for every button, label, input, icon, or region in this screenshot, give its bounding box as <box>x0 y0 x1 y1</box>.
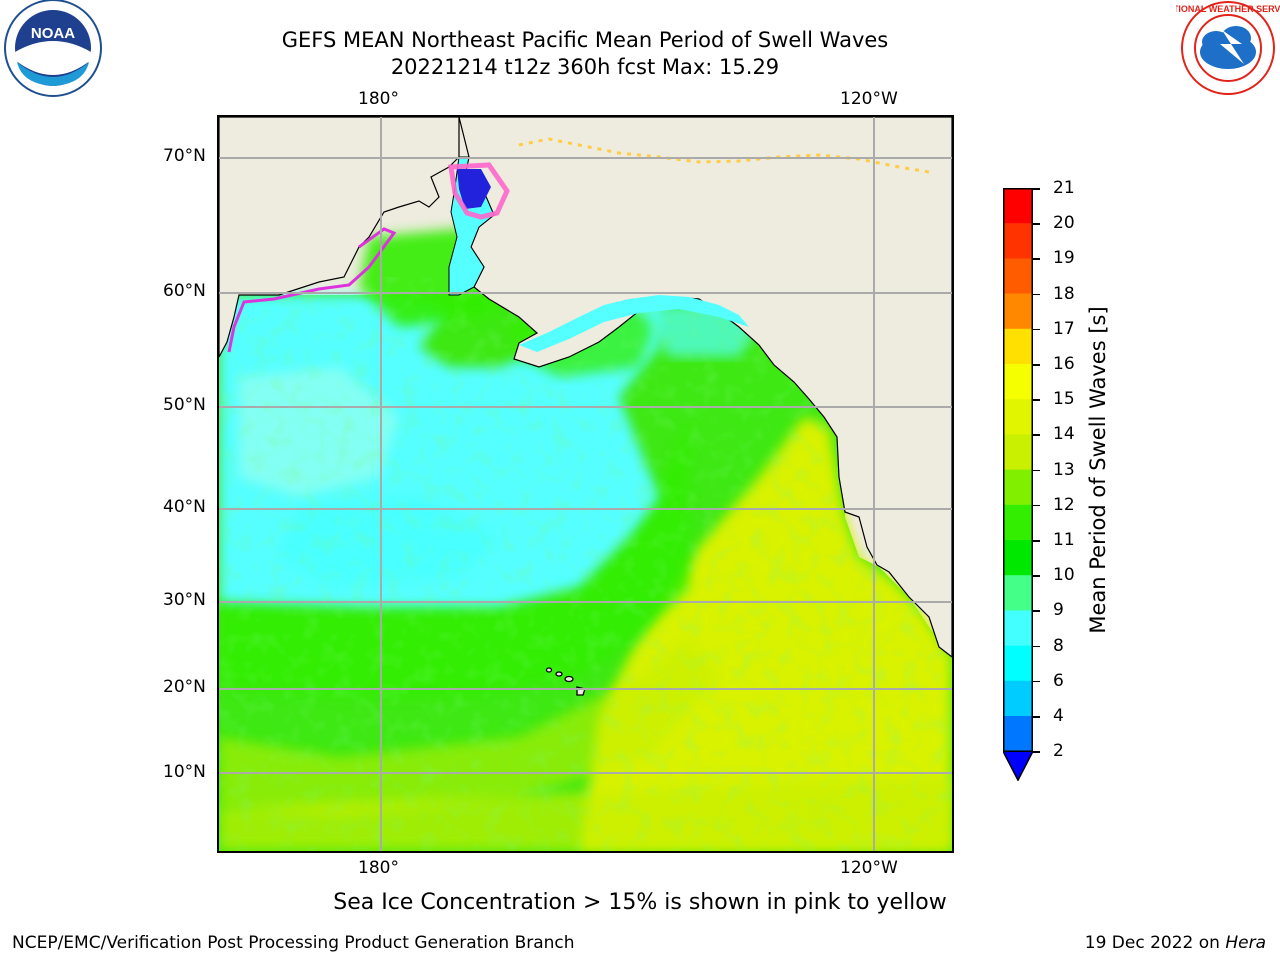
lat-label-40n: 40°N <box>163 497 206 517</box>
colorbar-tick-mark <box>1033 469 1040 472</box>
footer-date: 19 Dec 2022 on Hera <box>1085 933 1266 953</box>
colorbar-label: Mean Period of Swell Waves [s] <box>1086 306 1110 634</box>
colorbar-tick-mark <box>1033 716 1040 718</box>
colorbar-tick-label: 12 <box>1053 494 1075 515</box>
colorbar-band <box>1003 469 1033 506</box>
sea-ice-pink-1 <box>448 162 510 220</box>
colorbar-tick-mark <box>1033 751 1040 753</box>
colorbar-tick-label: 15 <box>1053 389 1075 410</box>
lon-label-bottom-180: 180° <box>358 858 399 878</box>
colorbar-tick-label: 13 <box>1053 459 1075 480</box>
lat-label-50n: 50°N <box>163 395 206 415</box>
ocean-field <box>219 227 952 851</box>
colorbar-band <box>1003 540 1033 576</box>
colorbar-band <box>1003 610 1033 647</box>
colorbar-tick-mark <box>1033 434 1040 436</box>
colorbar-band <box>1003 258 1033 295</box>
bering-sea-ice-purple <box>457 169 491 209</box>
colorbar-tick-label: 11 <box>1053 530 1075 550</box>
colorbar-tick-label: 6 <box>1053 670 1064 691</box>
colorbar-band <box>1003 680 1033 717</box>
colorbar-tick-mark <box>1033 575 1040 577</box>
nws-logo-text: NATIONAL WEATHER SERVICE <box>1176 4 1280 14</box>
colorbar-band <box>1003 293 1033 330</box>
lat-label-30n: 30°N <box>163 590 206 610</box>
colorbar-tick-label: 10 <box>1053 565 1075 586</box>
noaa-logo: NOAA <box>4 0 102 97</box>
colorbar-outline <box>1003 188 1033 752</box>
nws-logo: NATIONAL WEATHER SERVICE <box>1176 1 1280 95</box>
colorbar-tick-mark <box>1033 364 1040 366</box>
colorbar-band <box>1003 434 1033 471</box>
gulf-coast-water <box>519 295 749 352</box>
sea-ice-note: Sea Ice Concentration > 15% is shown in … <box>333 890 947 915</box>
colorbar-tick-label: 4 <box>1053 706 1064 726</box>
colorbar-tick-label: 17 <box>1053 318 1075 339</box>
lat-label-60n: 60°N <box>163 281 206 301</box>
colorbar-tick-label: 21 <box>1053 178 1075 198</box>
colorbar-band <box>1003 328 1033 365</box>
colorbar-tick-label: 19 <box>1053 248 1075 269</box>
colorbar-tick-mark <box>1033 680 1040 683</box>
lon-label-top-120w: 120°W <box>840 89 898 109</box>
colorbar-tick-mark <box>1033 188 1040 190</box>
colorbar-tick-mark <box>1033 645 1040 648</box>
sea-ice-pink-2 <box>227 227 397 353</box>
lon-label-top-180: 180° <box>358 89 399 109</box>
colorbar-tick-mark <box>1033 328 1040 331</box>
colorbar-band <box>1003 364 1033 400</box>
colorbar-tick-mark <box>1033 504 1040 507</box>
footer-date-text: 19 Dec 2022 on <box>1084 933 1226 953</box>
colorbar-tick-label: 20 <box>1053 213 1075 234</box>
sea-ice-yellow-coast <box>518 137 930 174</box>
colorbar-extend-arrow <box>1003 750 1033 781</box>
noaa-logo-text: NOAA <box>31 25 75 42</box>
colorbar-tick-mark <box>1033 540 1040 542</box>
colorbar <box>1003 188 1033 781</box>
colorbar-band <box>1003 645 1033 682</box>
colorbar-band <box>1003 223 1033 259</box>
footer-host: Hera <box>1225 933 1266 953</box>
footer-credit: NCEP/EMC/Verification Post Processing Pr… <box>12 933 575 953</box>
colorbar-tick-label: 16 <box>1053 354 1075 374</box>
lat-label-20n: 20°N <box>163 677 206 697</box>
chart-subtitle: 20221214 t12z 360h fcst Max: 15.29 <box>390 55 780 79</box>
colorbar-tick-label: 18 <box>1053 283 1075 304</box>
colorbar-tick-label: 14 <box>1053 424 1075 445</box>
graticule <box>219 117 952 851</box>
map-panel <box>217 115 954 853</box>
colorbar-band <box>1003 575 1033 611</box>
colorbar-band <box>1003 716 1033 752</box>
colorbar-tick-mark <box>1033 223 1040 225</box>
colorbar-tick-mark <box>1033 293 1040 296</box>
colorbar-band <box>1003 504 1033 541</box>
chart-title: GEFS MEAN Northeast Pacific Mean Period … <box>281 28 889 52</box>
colorbar-tick-label: 2 <box>1053 741 1064 762</box>
colorbar-tick-label: 8 <box>1053 635 1064 656</box>
lon-label-bottom-120w: 120°W <box>840 858 898 878</box>
colorbar-band <box>1003 399 1033 435</box>
lat-label-70n: 70°N <box>163 146 206 166</box>
colorbar-tick-label: 9 <box>1053 600 1064 621</box>
colorbar-tick-mark <box>1033 258 1040 260</box>
colorbar-tick-mark <box>1033 610 1040 612</box>
lat-label-10n: 10°N <box>163 762 206 782</box>
colorbar-tick-mark <box>1033 399 1040 401</box>
colorbar-band <box>1003 188 1033 224</box>
